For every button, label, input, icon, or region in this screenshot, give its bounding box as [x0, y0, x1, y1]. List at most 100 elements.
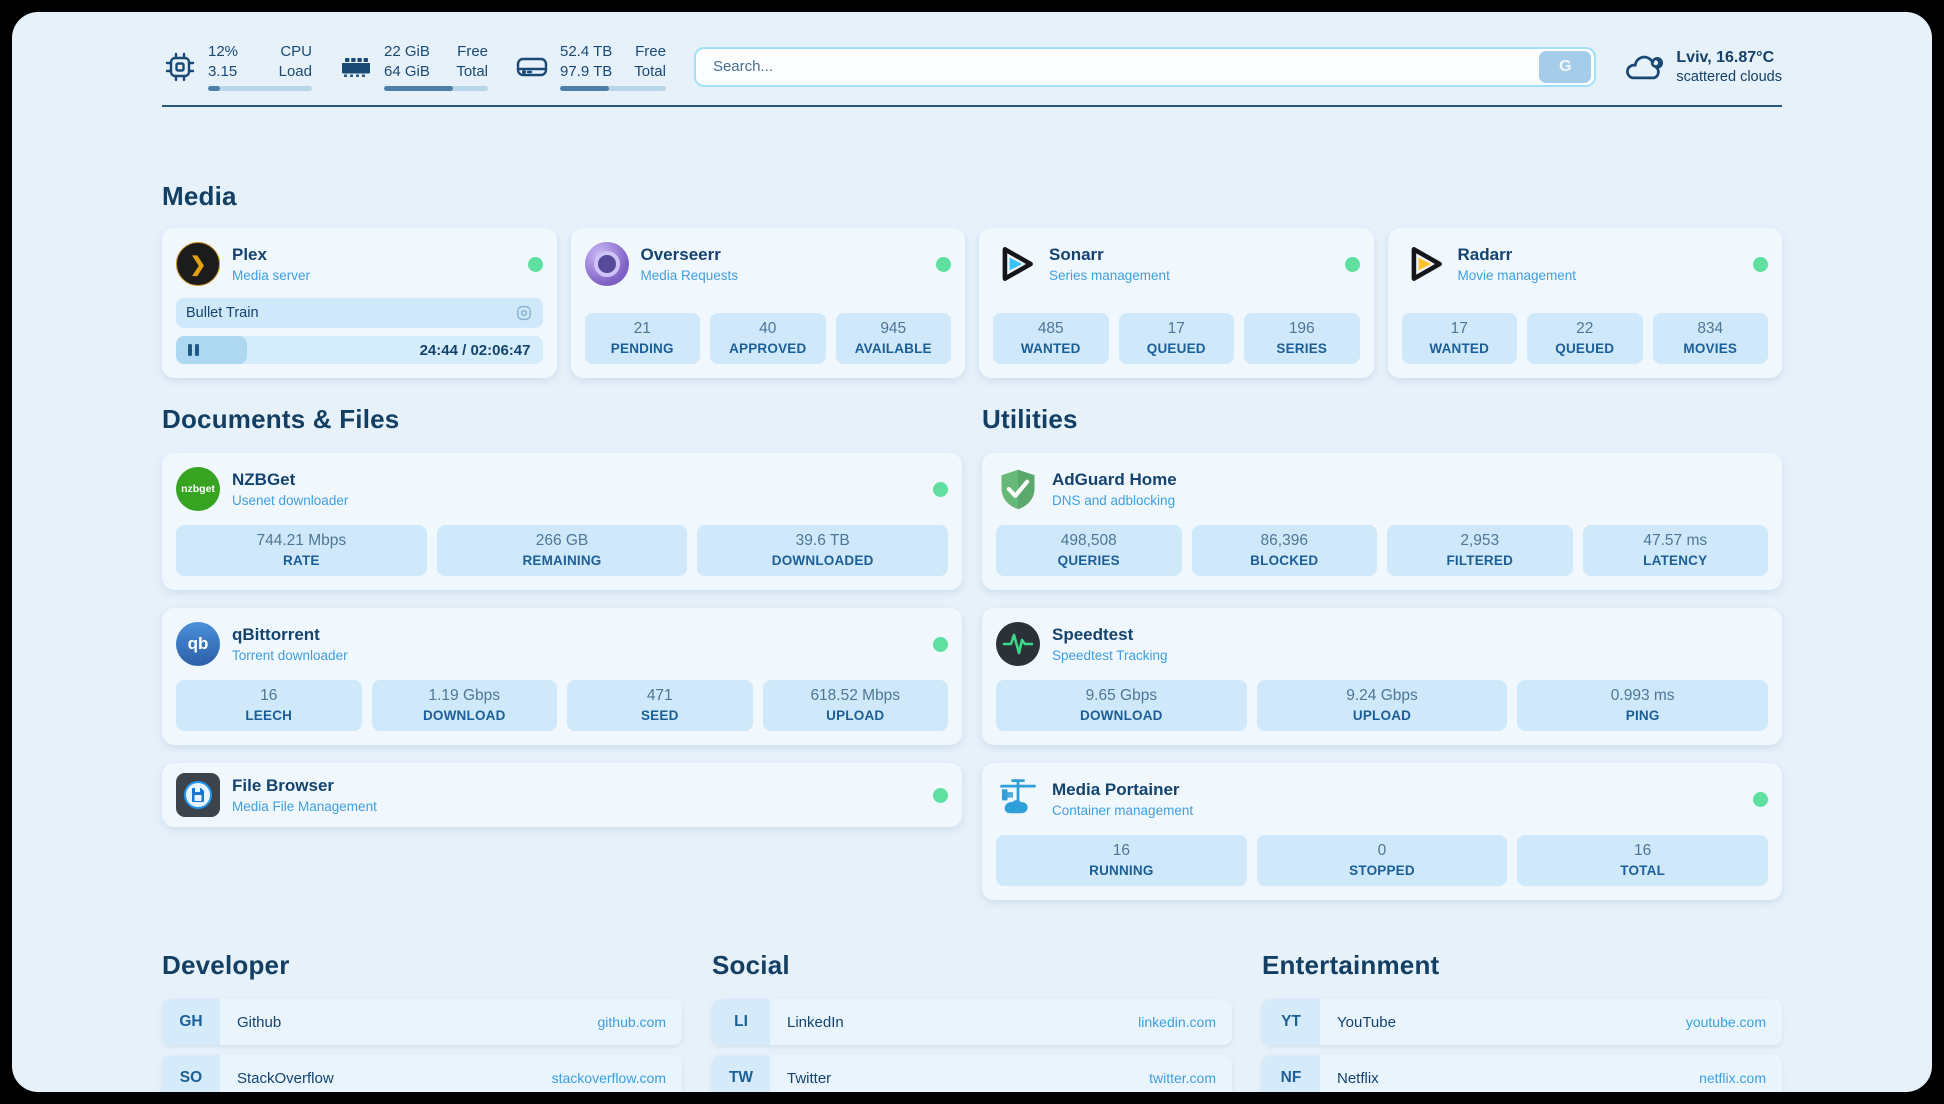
- online-status-dot: [936, 256, 951, 272]
- link-url[interactable]: linkedin.com: [1138, 1014, 1216, 1030]
- link-linkedin[interactable]: LI LinkedIn linkedin.com: [712, 999, 1232, 1045]
- link-url[interactable]: netflix.com: [1699, 1070, 1766, 1086]
- link-twitter[interactable]: TW Twitter twitter.com: [712, 1055, 1232, 1092]
- stat-queued: 22 QUEUED: [1527, 313, 1643, 364]
- stat-movies: 834 MOVIES: [1652, 313, 1768, 364]
- link-name: LinkedIn: [787, 1013, 844, 1031]
- sonarr-icon: [993, 242, 1037, 286]
- playback-progress-bar[interactable]: 24:44 / 02:06:47: [176, 336, 543, 364]
- app-description: Movie management: [1457, 268, 1577, 283]
- disk-stat: 52.4 TB 97.9 TB Free Total: [514, 42, 666, 91]
- search-bar: G: [693, 46, 1597, 87]
- sonarr-card[interactable]: Sonarr Series management 485 WANTED 17 Q…: [979, 228, 1374, 378]
- app-description: Speedtest Tracking: [1052, 648, 1168, 663]
- online-status-dot: [1753, 256, 1768, 272]
- entertainment-section-title: Entertainment: [1262, 950, 1440, 980]
- qbittorrent-card[interactable]: qb qBittorrent Torrent downloader 16 LEE…: [162, 608, 962, 745]
- link-abbr: GH: [162, 999, 220, 1045]
- playback-time: 24:44 / 02:06:47: [419, 341, 531, 359]
- filebrowser-icon: [176, 773, 220, 817]
- stat-ping: 0.993 ms PING: [1517, 680, 1768, 731]
- overseerr-card[interactable]: Overseerr Media Requests 21 PENDING 40 A…: [570, 228, 965, 378]
- radarr-card[interactable]: Radarr Movie management 17 WANTED 22 QUE…: [1387, 228, 1782, 378]
- app-name: File Browser: [232, 776, 335, 795]
- app-description: Media server: [232, 268, 311, 283]
- dashboard-panel: 12% 3.15 CPU Load: [12, 12, 1932, 1092]
- media-grid: ❯ Plex Media server Bullet Train: [162, 228, 1782, 378]
- search-engine-button[interactable]: G: [1539, 50, 1592, 83]
- stat-series: 196 SERIES: [1244, 313, 1360, 364]
- stat-queries: 498,508 QUERIES: [996, 525, 1182, 576]
- plex-icon: ❯: [176, 242, 220, 286]
- stat-total: 16 TOTAL: [1517, 835, 1768, 886]
- stat-available: 945 AVAILABLE: [835, 313, 951, 364]
- disk-free-label: Free: [635, 43, 666, 60]
- cpu-usage-value: 12%: [208, 43, 239, 60]
- disk-total-value: 97.9 TB: [560, 62, 613, 80]
- weather-condition: scattered clouds: [1676, 68, 1782, 85]
- cpu-icon: [165, 52, 195, 81]
- session-icon[interactable]: [515, 304, 533, 322]
- cloud-icon: [1626, 55, 1664, 79]
- portainer-icon: [996, 777, 1040, 821]
- social-section-title: Social: [712, 950, 790, 980]
- cpu-load-label: Load: [278, 62, 312, 80]
- online-status-dot: [1344, 256, 1360, 272]
- plex-card[interactable]: ❯ Plex Media server Bullet Train: [162, 228, 557, 378]
- stat-downloaded: 39.6 TB DOWNLOADED: [697, 525, 948, 576]
- documents-column: Documents & Files nzbget NZBGet Usenet d…: [162, 404, 962, 900]
- topbar-divider: [162, 105, 1782, 107]
- pause-icon[interactable]: [188, 344, 199, 356]
- stat-leech: 16 LEECH: [176, 680, 362, 731]
- link-abbr: TW: [712, 1055, 770, 1092]
- app-name: Radarr: [1457, 245, 1513, 264]
- speedtest-icon: [996, 622, 1040, 666]
- ram-free-value: 22 GiB: [384, 43, 430, 60]
- app-description: Usenet downloader: [232, 493, 349, 508]
- stat-wanted: 485 WANTED: [993, 313, 1109, 364]
- app-name: Plex: [232, 245, 267, 264]
- stat-wanted: 17 WANTED: [1401, 313, 1517, 364]
- search-input[interactable]: [698, 58, 1540, 75]
- stat-blocked: 86,396 BLOCKED: [1191, 525, 1377, 576]
- link-url[interactable]: stackoverflow.com: [551, 1070, 666, 1086]
- cpu-load-value: 3.15: [208, 62, 238, 80]
- filebrowser-card[interactable]: File Browser Media File Management: [162, 763, 962, 827]
- app-description: Media File Management: [232, 799, 377, 814]
- nzbget-card[interactable]: nzbget NZBGet Usenet downloader 744.21 M…: [162, 453, 962, 590]
- ram-icon: [342, 57, 370, 77]
- app-name: Sonarr: [1049, 245, 1104, 264]
- adguard-card[interactable]: AdGuard Home DNS and adblocking 498,508 …: [982, 453, 1782, 590]
- app-description: Container management: [1052, 803, 1194, 818]
- link-url[interactable]: github.com: [597, 1014, 666, 1030]
- nzbget-icon: nzbget: [176, 467, 220, 511]
- app-name: NZBGet: [232, 470, 296, 489]
- stat-approved: 40 APPROVED: [710, 313, 826, 364]
- stat-download: 9.65 Gbps DOWNLOAD: [996, 680, 1247, 731]
- link-url[interactable]: twitter.com: [1149, 1070, 1216, 1086]
- documents-section-title: Documents & Files: [162, 404, 400, 434]
- radarr-icon: [1402, 242, 1446, 286]
- speedtest-card[interactable]: Speedtest Speedtest Tracking 9.65 Gbps D…: [982, 608, 1782, 745]
- link-netflix[interactable]: NF Netflix netflix.com: [1262, 1055, 1782, 1092]
- qbittorrent-icon: qb: [176, 622, 220, 666]
- app-name: qBittorrent: [232, 625, 320, 644]
- link-github[interactable]: GH Github github.com: [162, 999, 682, 1045]
- system-stats: 12% 3.15 CPU Load: [162, 42, 666, 91]
- link-abbr: LI: [712, 999, 770, 1045]
- ram-progress-bar: [384, 86, 488, 91]
- app-description: Media Requests: [640, 268, 739, 283]
- link-stackoverflow[interactable]: SO StackOverflow stackoverflow.com: [162, 1055, 682, 1092]
- link-url[interactable]: youtube.com: [1685, 1014, 1766, 1030]
- online-status-dot: [527, 256, 543, 272]
- link-name: YouTube: [1337, 1013, 1396, 1031]
- link-name: Github: [237, 1013, 282, 1031]
- app-name: Speedtest: [1052, 625, 1134, 644]
- portainer-card[interactable]: Media Portainer Container management 16 …: [982, 763, 1782, 900]
- ram-free-label: Free: [457, 43, 488, 60]
- stat-stopped: 0 STOPPED: [1256, 835, 1508, 886]
- link-name: Twitter: [787, 1069, 832, 1087]
- app-description: Torrent downloader: [232, 648, 348, 663]
- link-youtube[interactable]: YT YouTube youtube.com: [1262, 999, 1782, 1045]
- ram-total-value: 64 GiB: [384, 62, 430, 80]
